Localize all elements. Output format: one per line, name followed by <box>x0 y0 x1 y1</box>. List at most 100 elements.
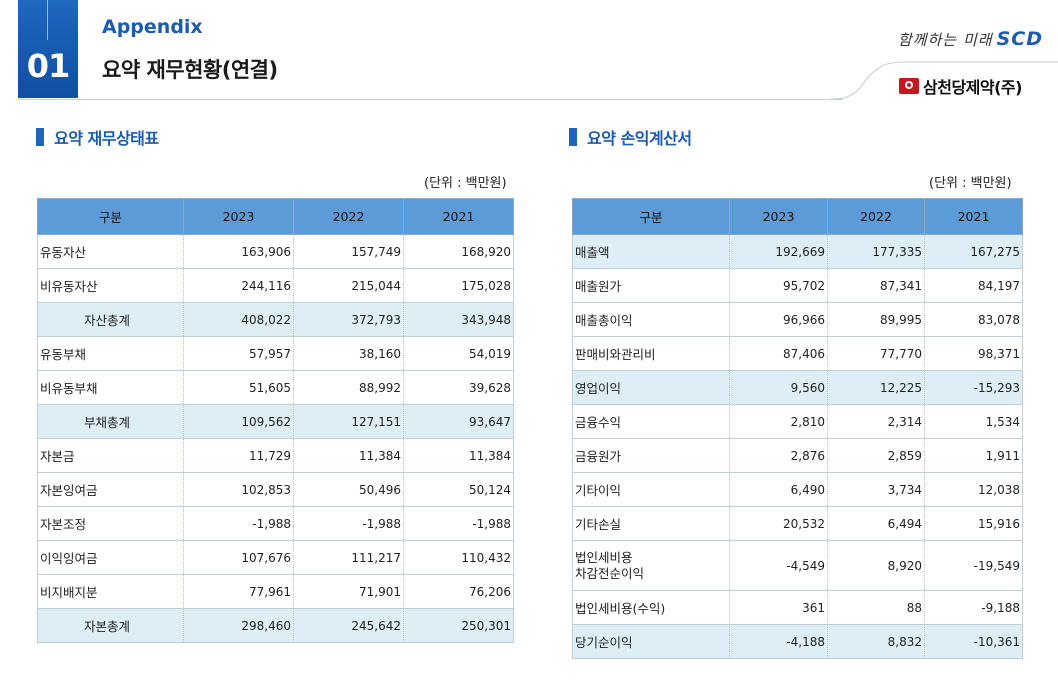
table-row: 자본총계 298,460 245,642 250,301 <box>37 608 514 643</box>
row-label: 당기순이익 <box>572 624 730 659</box>
row-label: 부채총계 <box>37 404 184 439</box>
cell-value: 192,669 <box>729 234 828 269</box>
table-row: 기타손실 20,532 6,494 15,916 <box>572 506 1023 541</box>
row-label: 비유동부채 <box>37 370 184 405</box>
row-label: 비유동자산 <box>37 268 184 303</box>
cell-value: 83,078 <box>924 302 1023 337</box>
cell-value: 15,916 <box>924 506 1023 541</box>
column-header: 2022 <box>293 198 404 235</box>
row-label: 금융수익 <box>572 404 730 439</box>
cell-value: 244,116 <box>183 268 294 303</box>
column-header: 구분 <box>37 198 184 235</box>
cell-value: 76,206 <box>403 574 514 609</box>
cell-value: 250,301 <box>403 608 514 643</box>
cell-value: 109,562 <box>183 404 294 439</box>
cell-value: 84,197 <box>924 268 1023 303</box>
heading-bar <box>36 128 44 146</box>
income-statement-title: 요약 손익계산서 <box>587 129 692 148</box>
table-row: 유동자산 163,906 157,749 168,920 <box>37 234 514 269</box>
section-number-badge: 01 <box>18 0 78 98</box>
cell-value: 87,341 <box>827 268 925 303</box>
cell-value: 11,729 <box>183 438 294 473</box>
table-row: 금융원가 2,876 2,859 1,911 <box>572 438 1023 473</box>
row-label: 유동자산 <box>37 234 184 269</box>
logo-mark-icon <box>899 78 919 94</box>
header-curve-decoration <box>830 61 1058 100</box>
row-label: 법인세비용(수익) <box>572 590 730 625</box>
slogan-brand: SCD <box>996 28 1043 50</box>
cell-value: 11,384 <box>293 438 404 473</box>
row-label: 이익잉여금 <box>37 540 184 575</box>
heading-bar <box>569 128 577 146</box>
cell-value: 3,734 <box>827 472 925 507</box>
cell-value: 408,022 <box>183 302 294 337</box>
table-row: 비지배지분 77,961 71,901 76,206 <box>37 574 514 609</box>
cell-value: -1,988 <box>183 506 294 541</box>
table-row: 매출액 192,669 177,335 167,275 <box>572 234 1023 269</box>
cell-value: 54,019 <box>403 336 514 371</box>
row-label: 매출원가 <box>572 268 730 303</box>
cell-value: 245,642 <box>293 608 404 643</box>
cell-value: 95,702 <box>729 268 828 303</box>
cell-value: 110,432 <box>403 540 514 575</box>
cell-value: 107,676 <box>183 540 294 575</box>
cell-value: -1,988 <box>403 506 514 541</box>
table-row: 매출총이익 96,966 89,995 83,078 <box>572 302 1023 337</box>
row-label: 자본금 <box>37 438 184 473</box>
cell-value: 57,957 <box>183 336 294 371</box>
header-divider <box>18 99 843 100</box>
cell-value: 87,406 <box>729 336 828 371</box>
cell-value: 298,460 <box>183 608 294 643</box>
cell-value: -9,188 <box>924 590 1023 625</box>
cell-value: 89,995 <box>827 302 925 337</box>
cell-value: 98,371 <box>924 336 1023 371</box>
cell-value: -4,188 <box>729 624 828 659</box>
cell-value: 167,275 <box>924 234 1023 269</box>
table-row: 비유동자산 244,116 215,044 175,028 <box>37 268 514 303</box>
balance-sheet-title: 요약 재무상태표 <box>54 129 159 148</box>
cell-value: -10,361 <box>924 624 1023 659</box>
cell-value: 361 <box>729 590 828 625</box>
table-row: 판매비와관리비 87,406 77,770 98,371 <box>572 336 1023 371</box>
income-statement-table: 구분 2023 2022 2021 매출액 192,669 177,335 167,2… <box>572 198 1023 659</box>
row-label: 기타이익 <box>572 472 730 507</box>
badge-divider <box>47 0 48 40</box>
section-label: Appendix <box>102 16 203 38</box>
cell-value: 96,966 <box>729 302 828 337</box>
table-row: 비유동부채 51,605 88,992 39,628 <box>37 370 514 405</box>
table-row: 자본잉여금 102,853 50,496 50,124 <box>37 472 514 507</box>
row-label: 비지배지분 <box>37 574 184 609</box>
cell-value: -19,549 <box>924 540 1023 591</box>
table-row: 유동부채 57,957 38,160 54,019 <box>37 336 514 371</box>
company-logo: 삼천당제약(주) <box>899 74 1022 98</box>
cell-value: -1,988 <box>293 506 404 541</box>
table-row: 매출원가 95,702 87,341 84,197 <box>572 268 1023 303</box>
cell-value: -4,549 <box>729 540 828 591</box>
row-label: 기타손실 <box>572 506 730 541</box>
row-label: 매출액 <box>572 234 730 269</box>
balance-sheet-table: 구분 2023 2022 2021 유동자산 163,906 157,749 168,… <box>37 198 514 643</box>
table-row: 기타이익 6,490 3,734 12,038 <box>572 472 1023 507</box>
cell-value: 157,749 <box>293 234 404 269</box>
cell-value: 372,793 <box>293 302 404 337</box>
balance-sheet-heading: 요약 재무상태표 <box>36 125 159 149</box>
cell-value: 8,832 <box>827 624 925 659</box>
table-row: 법인세비용 차감전순이익 -4,549 8,920 -19,549 <box>572 540 1023 591</box>
cell-value: 20,532 <box>729 506 828 541</box>
table-row: 금융수익 2,810 2,314 1,534 <box>572 404 1023 439</box>
cell-value: 39,628 <box>403 370 514 405</box>
company-name: 삼천당제약(주) <box>923 78 1022 97</box>
row-label: 금융원가 <box>572 438 730 473</box>
cell-value: 50,124 <box>403 472 514 507</box>
cell-value: 168,920 <box>403 234 514 269</box>
cell-value: 2,876 <box>729 438 828 473</box>
column-header: 구분 <box>572 198 730 235</box>
column-header: 2023 <box>729 198 828 235</box>
slogan-text: 함께하는 미래 <box>898 31 993 49</box>
row-label: 법인세비용 차감전순이익 <box>572 540 730 591</box>
income-statement-unit: (단위 : 백만원) <box>929 176 1012 191</box>
row-label: 판매비와관리비 <box>572 336 730 371</box>
cell-value: 9,560 <box>729 370 828 405</box>
table-row: 자산총계 408,022 372,793 343,948 <box>37 302 514 337</box>
cell-value: 38,160 <box>293 336 404 371</box>
